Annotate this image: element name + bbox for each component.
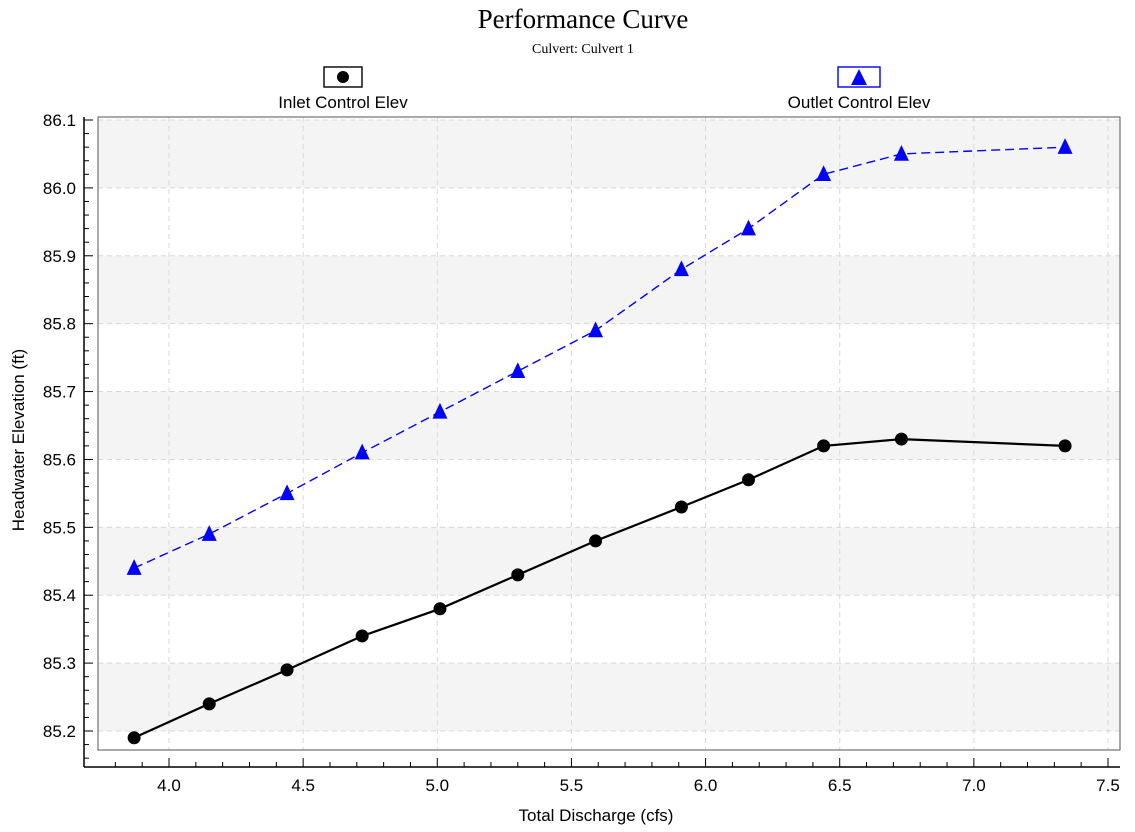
y-tick-label: 86.0: [43, 179, 76, 198]
legend-inlet-marker: [337, 71, 349, 83]
axes: 85.2 85.3 85.4 85.5 85.6 85.7 85.8 85.9 86.0 86.1…: [43, 111, 1120, 795]
x-tick-label: 4.5: [291, 776, 315, 795]
y-tick-label: 85.9: [43, 247, 76, 266]
legend-inlet-label: Inlet Control Elev: [278, 93, 408, 112]
inlet-data-point: [202, 697, 216, 711]
outlet-control-line: [133, 146, 1066, 569]
inlet-data-point: [127, 731, 141, 745]
background-band: [98, 391, 1120, 460]
outlet-data-point: [126, 559, 142, 575]
inlet-data-point: [1058, 439, 1072, 453]
y-tick-label: 85.7: [43, 383, 76, 402]
outlet-data-point: [673, 260, 689, 277]
inlet-data-point: [280, 663, 294, 677]
series-layer: [126, 138, 1073, 745]
outlet-data-point: [510, 362, 526, 378]
y-tick-label: 85.3: [43, 654, 76, 673]
x-tick-label: 4.0: [157, 776, 181, 795]
inlet-data-point: [817, 439, 831, 453]
y-axis-label: Headwater Elevation (ft): [9, 349, 28, 531]
background-band: [98, 255, 1120, 324]
y-tick-label: 85.4: [43, 586, 76, 605]
outlet-data-point: [279, 484, 295, 501]
plot-area: [97, 116, 1121, 751]
x-tick-label: 6.0: [694, 776, 718, 795]
outlet-data-point: [588, 321, 604, 338]
background-band: [98, 527, 1120, 596]
legend-outlet-marker: [851, 69, 867, 85]
inlet-data-point: [589, 534, 603, 548]
inlet-control-line: [133, 437, 1066, 739]
chart-title: Performance Curve: [478, 4, 689, 34]
outlet-data-point: [432, 402, 448, 419]
x-tick-label: 6.5: [828, 776, 852, 795]
inlet-data-point: [433, 602, 447, 616]
outlet-data-point: [1057, 138, 1073, 154]
background-band: [98, 663, 1120, 731]
inlet-data-point: [674, 500, 688, 514]
plot-frame: [97, 116, 1121, 751]
y-tick-label: 85.5: [43, 518, 76, 537]
inlet-data-point: [894, 432, 908, 446]
x-tick-label: 7.5: [1096, 776, 1120, 795]
y-tick-label: 86.1: [43, 111, 76, 130]
y-tick-label: 85.6: [43, 450, 76, 469]
x-tick-label: 5.5: [560, 776, 584, 795]
gridlines: [98, 117, 1120, 750]
outlet-data-point: [354, 443, 370, 460]
outlet-data-point: [893, 144, 909, 161]
x-tick-label: 7.0: [962, 776, 986, 795]
legend: Inlet Control Elev Outlet Control Elev: [278, 66, 931, 112]
outlet-data-point: [201, 525, 217, 541]
y-tick-label: 85.8: [43, 315, 76, 334]
x-axis-label: Total Discharge (cfs): [519, 806, 674, 825]
y-tick-label: 85.2: [43, 722, 76, 741]
outlet-data-point: [740, 219, 756, 236]
chart-subtitle: Culvert: Culvert 1: [532, 42, 634, 57]
inlet-data-point: [355, 629, 369, 643]
legend-outlet-label: Outlet Control Elev: [788, 93, 931, 112]
x-tick-label: 5.0: [425, 776, 449, 795]
outlet-data-point: [816, 165, 832, 182]
inlet-data-point: [741, 473, 755, 487]
background-band: [98, 120, 1120, 188]
background-bands: [98, 120, 1120, 731]
inlet-data-point: [511, 568, 525, 582]
